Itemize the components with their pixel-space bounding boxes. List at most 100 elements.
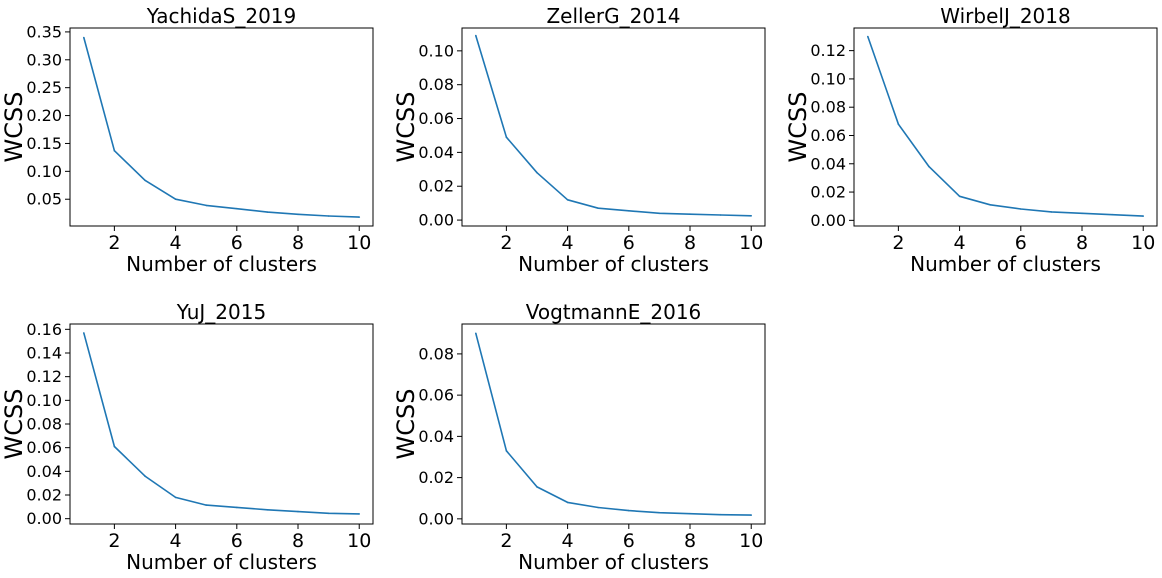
y-tick-label: 0.16 (26, 320, 62, 339)
y-tick-label: 0.05 (26, 190, 62, 209)
data-point (536, 171, 538, 174)
data-point (83, 36, 85, 39)
data-point (174, 496, 177, 499)
axes-frame (461, 27, 766, 227)
x-tick-label: 8 (684, 232, 696, 254)
x-tick-label: 6 (1015, 232, 1027, 254)
data-point (205, 204, 207, 207)
x-axis-label: Number of clusters (910, 252, 1101, 276)
y-tick-label: 0.02 (418, 468, 454, 487)
data-point (205, 504, 207, 506)
y-tick-label: 0.00 (418, 509, 454, 528)
data-point (144, 475, 146, 477)
data-point (113, 445, 116, 448)
y-axis-label: WCSS (392, 92, 420, 163)
y-tick-label: 0.06 (26, 438, 62, 457)
x-tick-label: 8 (292, 232, 304, 254)
x-axis-label: Number of clusters (518, 550, 709, 574)
series-line (475, 35, 752, 217)
data-point (1111, 213, 1114, 216)
data-point (297, 213, 299, 216)
data-point (628, 509, 630, 512)
y-axis-label: WCSS (784, 92, 812, 163)
y-tick-label: 0.10 (26, 391, 62, 410)
x-tick-label: 2 (108, 232, 120, 254)
data-point (475, 332, 477, 335)
data-point (266, 509, 269, 511)
data-point (566, 199, 569, 201)
data-point (689, 512, 691, 515)
y-tick-label: 0.10 (810, 69, 846, 88)
y-tick-label: 0.25 (26, 78, 62, 97)
axes-frame (69, 27, 374, 227)
data-point (144, 179, 146, 182)
data-point (236, 506, 238, 509)
data-point (236, 207, 238, 210)
chart-title: VogtmannE_2016 (526, 300, 702, 324)
data-point (505, 136, 508, 138)
y-tick-label: 0.00 (418, 211, 454, 230)
chart-title: YuJ_2015 (176, 300, 266, 324)
y-tick-label: 0.04 (26, 462, 62, 481)
x-tick-label: 10 (739, 232, 763, 254)
data-point (266, 211, 269, 213)
x-tick-label: 6 (623, 530, 635, 552)
data-point (475, 34, 477, 37)
y-tick-label: 0.20 (26, 106, 62, 125)
y-tick-label: 0.02 (26, 486, 62, 505)
series-line (867, 36, 1144, 217)
data-point (327, 512, 330, 515)
y-tick-label: 0.15 (26, 134, 62, 153)
y-tick-label: 0.08 (810, 98, 846, 117)
data-point (83, 332, 85, 334)
y-tick-label: 0.06 (810, 126, 846, 145)
y-tick-label: 0.10 (418, 41, 454, 60)
data-point (750, 215, 752, 217)
y-tick-label: 0.04 (418, 143, 454, 162)
y-tick-label: 0.06 (418, 109, 454, 128)
data-point (327, 215, 330, 217)
axes-frame (853, 27, 1158, 227)
x-tick-label: 8 (292, 530, 304, 552)
x-tick-label: 2 (500, 232, 512, 254)
y-tick-label: 0.10 (26, 162, 62, 181)
data-point (628, 210, 630, 212)
data-point (928, 165, 930, 168)
x-tick-label: 4 (562, 530, 574, 552)
data-point (1081, 212, 1083, 215)
y-tick-label: 0.12 (810, 41, 846, 60)
y-tick-label: 0.30 (26, 50, 62, 69)
y-tick-label: 0.04 (418, 427, 454, 446)
x-tick-label: 4 (562, 232, 574, 254)
subplot-2: 2 4 6 8 10 0.00 0.02 0.04 0.06 0.08 0.10 ZellerG_20… (392, 4, 766, 276)
data-point (505, 450, 508, 452)
x-tick-label: 6 (231, 530, 243, 552)
chart-title: YachidaS_2019 (146, 4, 297, 28)
y-tick-label: 0.02 (418, 177, 454, 196)
y-tick-label: 0.04 (810, 154, 846, 173)
data-point (113, 149, 116, 152)
subplot-5: 2 4 6 8 10 0.00 0.02 0.04 0.06 0.08 VogtmannE_2016… (392, 300, 766, 574)
x-tick-label: 4 (170, 530, 182, 552)
y-axis-label: WCSS (0, 92, 28, 163)
data-point (358, 513, 361, 515)
data-point (867, 35, 869, 38)
series-line (475, 333, 752, 516)
data-point (658, 212, 661, 215)
y-tick-label: 0.08 (418, 344, 454, 363)
y-tick-label: 0.08 (26, 415, 62, 434)
y-tick-label: 0.08 (418, 75, 454, 94)
x-tick-label: 10 (1131, 232, 1155, 254)
y-tick-label: 0.12 (26, 367, 62, 386)
data-point (958, 195, 961, 198)
chart-title: ZellerG_2014 (546, 4, 680, 28)
subplot-1: 2 4 6 8 10 0.05 0.10 0.15 0.20 0.25 0.30 0.35 Yachid… (0, 4, 374, 276)
x-axis-label: Number of clusters (518, 252, 709, 276)
chart-title: WirbelJ_2018 (940, 4, 1070, 28)
subplot-4: 2 4 6 8 10 0.00 0.02 0.04 0.06 0.08 0.10 0.12 0.14 0.… (0, 300, 374, 574)
y-axis-label: WCSS (0, 389, 28, 460)
x-tick-label: 2 (500, 530, 512, 552)
data-point (597, 506, 599, 509)
x-tick-label: 10 (347, 232, 371, 254)
